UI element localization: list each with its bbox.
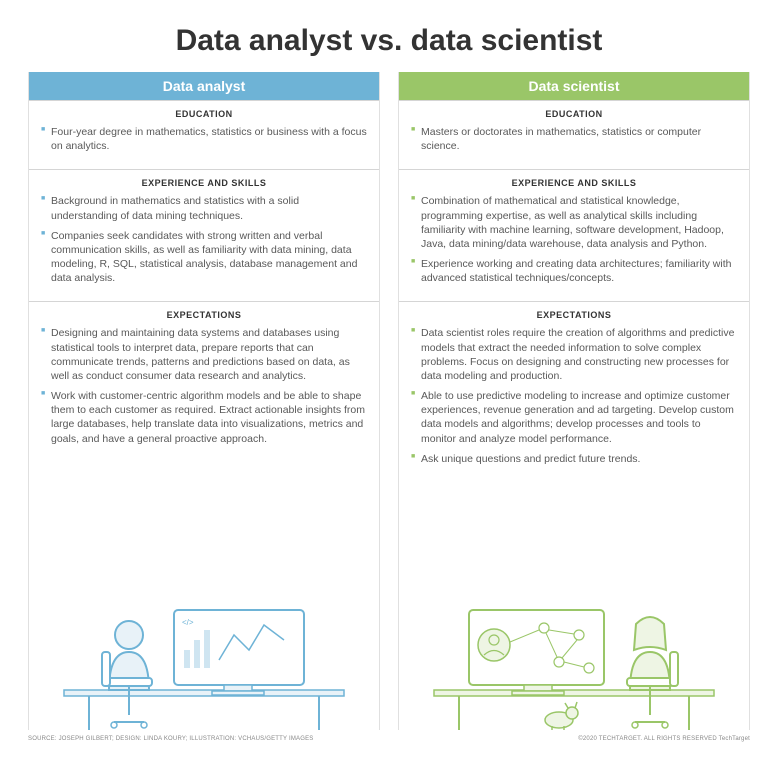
bullet-item: Background in mathematics and statistics… bbox=[41, 194, 367, 222]
page-title: Data analyst vs. data scientist bbox=[28, 24, 750, 58]
bullet-item: Experience working and creating data arc… bbox=[411, 257, 737, 285]
bullet-item: Four-year degree in mathematics, statist… bbox=[41, 125, 367, 153]
section-scientist-education: EDUCATION Masters or doctorates in mathe… bbox=[399, 100, 749, 169]
section-analyst-expectations: EXPECTATIONS Designing and maintaining d… bbox=[29, 301, 379, 461]
bullet-item: Work with customer-centric algorithm mod… bbox=[41, 389, 367, 446]
section-heading: EXPERIENCE AND SKILLS bbox=[41, 178, 367, 188]
footer-credits: SOURCE: JOSEPH GILBERT; DESIGN: LINDA KO… bbox=[28, 736, 314, 742]
footer: SOURCE: JOSEPH GILBERT; DESIGN: LINDA KO… bbox=[28, 736, 750, 742]
section-heading: EXPECTATIONS bbox=[411, 310, 737, 320]
bullet-item: Masters or doctorates in mathematics, st… bbox=[411, 125, 737, 153]
column-header-scientist: Data scientist bbox=[399, 72, 749, 100]
bullet-item: Data scientist roles require the creatio… bbox=[411, 326, 737, 383]
svg-text:</>: </> bbox=[182, 618, 194, 627]
bullet-item: Able to use predictive modeling to incre… bbox=[411, 389, 737, 446]
bullet-item: Companies seek candidates with strong wr… bbox=[41, 229, 367, 286]
section-heading: EXPERIENCE AND SKILLS bbox=[411, 178, 737, 188]
section-heading: EDUCATION bbox=[41, 109, 367, 119]
comparison-columns: Data analyst EDUCATION Four-year degree … bbox=[28, 72, 750, 730]
section-heading: EDUCATION bbox=[411, 109, 737, 119]
bullet-item: Ask unique questions and predict future … bbox=[411, 452, 737, 466]
section-scientist-experience: EXPERIENCE AND SKILLS Combination of mat… bbox=[399, 169, 749, 301]
illustration-scientist bbox=[399, 482, 749, 730]
bullet-item: Designing and maintaining data systems a… bbox=[41, 326, 367, 383]
column-header-analyst: Data analyst bbox=[29, 72, 379, 100]
analyst-graphic-icon: </> bbox=[41, 580, 367, 730]
column-data-analyst: Data analyst EDUCATION Four-year degree … bbox=[28, 72, 380, 730]
section-heading: EXPECTATIONS bbox=[41, 310, 367, 320]
footer-copyright: ©2020 TECHTARGET. ALL RIGHTS RESERVED Te… bbox=[578, 736, 750, 742]
section-analyst-experience: EXPERIENCE AND SKILLS Background in math… bbox=[29, 169, 379, 301]
column-data-scientist: Data scientist EDUCATION Masters or doct… bbox=[398, 72, 750, 730]
bullet-item: Combination of mathematical and statisti… bbox=[411, 194, 737, 251]
scientist-graphic-icon bbox=[411, 580, 737, 730]
section-analyst-education: EDUCATION Four-year degree in mathematic… bbox=[29, 100, 379, 169]
illustration-analyst: </> bbox=[29, 462, 379, 730]
section-scientist-expectations: EXPECTATIONS Data scientist roles requir… bbox=[399, 301, 749, 482]
